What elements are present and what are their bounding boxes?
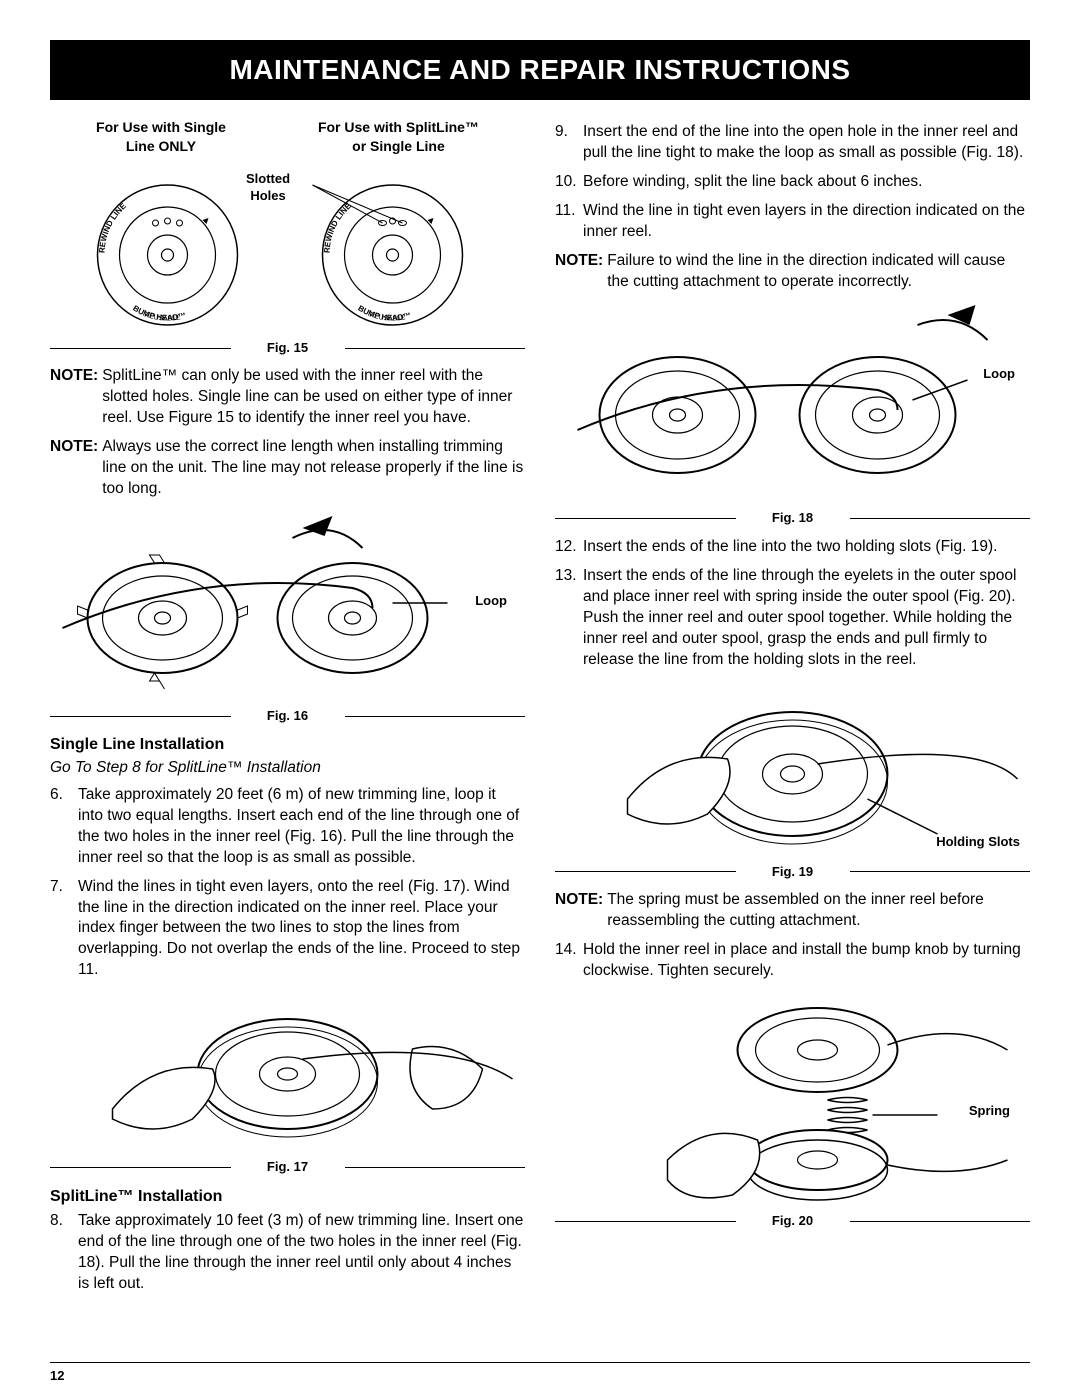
fig17-svg xyxy=(50,989,525,1154)
step-num: 7. xyxy=(50,877,78,982)
fig19-holding-slots-label: Holding Slots xyxy=(936,833,1020,851)
step-text: Wind the line in tight even layers in th… xyxy=(583,201,1030,243)
fig16-svg xyxy=(50,508,525,703)
fig16-loop-label: Loop xyxy=(475,592,507,610)
single-line-heading: Single Line Installation xyxy=(50,734,525,756)
svg-text:REWIND LINE: REWIND LINE xyxy=(322,201,353,253)
step-text: Take approximately 20 feet (6 m) of new … xyxy=(78,785,525,869)
step-num: 13. xyxy=(555,566,583,671)
note-label: NOTE: xyxy=(50,366,102,429)
fig16-caption: Fig. 16 xyxy=(50,707,525,725)
step-num: 11. xyxy=(555,201,583,243)
fig15-header-left: For Use with Single Line ONLY xyxy=(96,118,226,156)
fig18-loop-label: Loop xyxy=(983,365,1015,383)
fig20-svg xyxy=(555,990,1030,1208)
note-text: Failure to wind the line in the directio… xyxy=(607,251,1030,293)
step-num: 6. xyxy=(50,785,78,869)
step-14: 14. Hold the inner reel in place and ins… xyxy=(555,940,1030,982)
step-6: 6. Take approximately 20 feet (6 m) of n… xyxy=(50,785,525,869)
note-text: Always use the correct line length when … xyxy=(102,437,525,500)
fig20-diagram: Spring xyxy=(555,990,1030,1208)
right-column: 9. Insert the end of the line into the o… xyxy=(555,118,1030,1303)
step-text: Wind the lines in tight even layers, ont… xyxy=(78,877,525,982)
note-3: NOTE: Failure to wind the line in the di… xyxy=(555,251,1030,293)
fig15-slotted-holes-label: Slotted Holes xyxy=(246,170,290,205)
step-8: 8. Take approximately 10 feet (3 m) of n… xyxy=(50,1211,525,1295)
step-num: 10. xyxy=(555,172,583,193)
note-4: NOTE: The spring must be assembled on th… xyxy=(555,890,1030,932)
step-9: 9. Insert the end of the line into the o… xyxy=(555,122,1030,164)
step-num: 9. xyxy=(555,122,583,164)
single-line-subheading: Go To Step 8 for SplitLine™ Installation xyxy=(50,758,525,779)
fig19-svg xyxy=(555,679,1030,859)
step-10: 10. Before winding, split the line back … xyxy=(555,172,1030,193)
content-columns: For Use with Single Line ONLY For Use wi… xyxy=(50,118,1030,1303)
page-number: 12 xyxy=(50,1368,64,1383)
fig15-header-right: For Use with SplitLine™ or Single Line xyxy=(318,118,479,156)
step-11: 11. Wind the line in tight even layers i… xyxy=(555,201,1030,243)
note-text: The spring must be assembled on the inne… xyxy=(607,890,1030,932)
left-column: For Use with Single Line ONLY For Use wi… xyxy=(50,118,525,1303)
step-text: Hold the inner reel in place and install… xyxy=(583,940,1030,982)
fig20-caption: Fig. 20 xyxy=(555,1212,1030,1230)
fig15-diagram: REWIND LINE BUMP HEAD™ REUSABLE xyxy=(50,160,525,335)
step-num: 14. xyxy=(555,940,583,982)
step-7: 7. Wind the lines in tight even layers, … xyxy=(50,877,525,982)
step-text: Insert the end of the line into the open… xyxy=(583,122,1030,164)
fig15-caption: Fig. 15 xyxy=(50,339,525,357)
splitline-heading: SplitLine™ Installation xyxy=(50,1186,525,1208)
fig18-caption: Fig. 18 xyxy=(555,509,1030,527)
note-label: NOTE: xyxy=(555,890,607,932)
fig15-headers: For Use with Single Line ONLY For Use wi… xyxy=(50,118,525,156)
fig19-diagram: Holding Slots xyxy=(555,679,1030,859)
note-1: NOTE: SplitLine™ can only be used with t… xyxy=(50,366,525,429)
fig18-svg xyxy=(555,300,1030,505)
note-2: NOTE: Always use the correct line length… xyxy=(50,437,525,500)
step-text: Insert the ends of the line into the two… xyxy=(583,537,1030,558)
fig19-caption: Fig. 19 xyxy=(555,863,1030,881)
step-13: 13. Insert the ends of the line through … xyxy=(555,566,1030,671)
fig20-spring-label: Spring xyxy=(969,1102,1010,1120)
step-num: 8. xyxy=(50,1211,78,1295)
note-label: NOTE: xyxy=(50,437,102,500)
fig17-diagram xyxy=(50,989,525,1154)
step-num: 12. xyxy=(555,537,583,558)
step-12: 12. Insert the ends of the line into the… xyxy=(555,537,1030,558)
svg-text:REWIND LINE: REWIND LINE xyxy=(97,201,128,253)
fig18-diagram: Loop xyxy=(555,300,1030,505)
note-label: NOTE: xyxy=(555,251,607,293)
fig17-caption: Fig. 17 xyxy=(50,1158,525,1176)
page-title: MAINTENANCE AND REPAIR INSTRUCTIONS xyxy=(50,40,1030,100)
step-text: Take approximately 10 feet (3 m) of new … xyxy=(78,1211,525,1295)
fig16-diagram: Loop xyxy=(50,508,525,703)
step-text: Insert the ends of the line through the … xyxy=(583,566,1030,671)
footer-rule xyxy=(50,1362,1030,1363)
step-text: Before winding, split the line back abou… xyxy=(583,172,1030,193)
note-text: SplitLine™ can only be used with the inn… xyxy=(102,366,525,429)
